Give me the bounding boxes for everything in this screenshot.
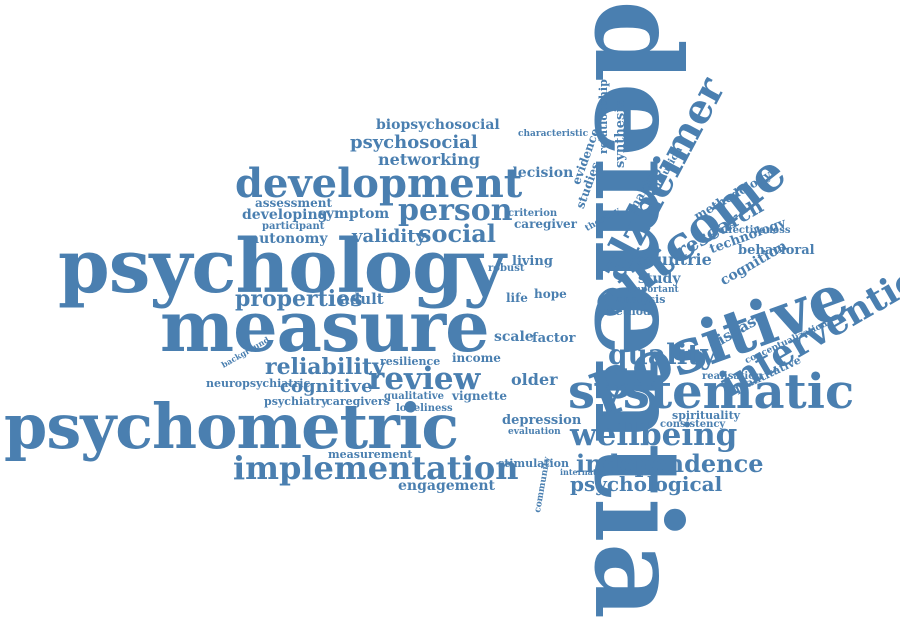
word-biopsychosocial: biopsychosocial [376, 117, 500, 133]
word-validity: validity [352, 226, 426, 247]
word-reliability: reliability [265, 354, 385, 380]
word-psychometric: psychometric [4, 390, 459, 463]
word-living: living [512, 254, 553, 269]
word-assessment: assessment [255, 196, 333, 210]
word-synthesis: synthesis [613, 100, 628, 168]
word-measure: measure [160, 285, 490, 368]
word-autonomy: autonomy [250, 231, 328, 247]
word-income: income [452, 351, 501, 365]
word-decision: decision [508, 165, 574, 181]
word-depression: depression [502, 413, 582, 428]
word-qualitative: qualitative [384, 391, 445, 402]
word-caregiver: caregiver [514, 217, 577, 231]
word-person: person [398, 193, 513, 228]
word-development: development [235, 160, 523, 207]
word-networking: networking [378, 150, 481, 169]
word-caregivers: caregivers [326, 395, 390, 408]
word-behavioral: behavioral [738, 243, 815, 258]
word-evaluation: evaluation [508, 427, 561, 437]
word-neuropsychiatric: neuropsychiatric [206, 377, 311, 390]
word-factor: factor [532, 331, 576, 346]
word-social: social [418, 219, 496, 248]
word-wellbeing: wellbeing [570, 417, 738, 453]
word-hope: hope [534, 287, 567, 301]
word-participant: participant [262, 221, 325, 232]
word-countrie: countrie [636, 250, 712, 269]
word-developing: developing [242, 207, 328, 223]
word-resilience: resilience [380, 355, 441, 368]
word-cognitive: cognitive [280, 376, 373, 397]
word-vignette: vignette [452, 389, 508, 403]
word-effectiveness: effectiveness [718, 225, 791, 236]
word-quality: quality [608, 338, 717, 371]
word-implementation: implementation [233, 449, 519, 487]
word-symptom: symptom [318, 206, 390, 222]
word-loneliness: loneliness [396, 403, 453, 414]
word-psychology: psychology [58, 224, 506, 310]
word-international: international [560, 467, 619, 477]
word-psychiatry: psychiatry [264, 395, 328, 408]
word-realisation: realisation [702, 371, 763, 382]
word-relationship: relationship [597, 79, 610, 154]
word-robust: robust [488, 263, 525, 274]
word-consistency: consistency [660, 419, 726, 430]
word-analysis: analysis [616, 293, 666, 306]
word-older: older [511, 370, 558, 389]
word-psychosocial: psychosocial [350, 132, 478, 153]
word-life: life [506, 291, 528, 305]
word-psychological: psychological [570, 472, 723, 496]
word-scale: scale [494, 329, 534, 345]
word-characteristic: characteristic [518, 129, 589, 139]
word-criterion: criterion [508, 208, 558, 219]
word-systematic: systematic [568, 364, 855, 420]
word-stimulation: stimulation [498, 457, 569, 470]
word-properties: properties [235, 286, 363, 312]
word-spirituality: spirituality [672, 409, 741, 422]
word-method: method [604, 305, 651, 318]
word-study: study [638, 271, 681, 287]
word-measurement: measurement [328, 448, 413, 461]
word-review: review [368, 361, 481, 397]
word-important: important [628, 285, 679, 295]
word-adult: adult [340, 290, 384, 308]
word-engagement: engagement [398, 478, 496, 494]
word-independence: independence [576, 449, 764, 478]
